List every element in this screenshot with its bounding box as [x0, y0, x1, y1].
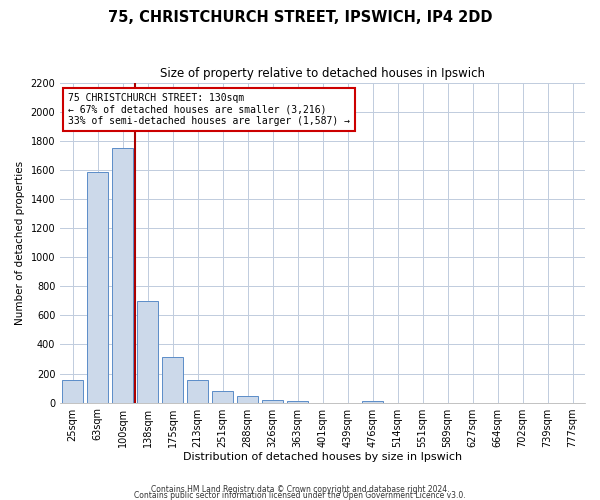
Bar [237, 396, 258, 402]
Text: Contains public sector information licensed under the Open Government Licence v3: Contains public sector information licen… [134, 490, 466, 500]
Title: Size of property relative to detached houses in Ipswich: Size of property relative to detached ho… [160, 68, 485, 80]
Bar [262, 400, 283, 402]
Bar [137, 301, 158, 402]
Bar [87, 172, 108, 402]
Bar [187, 380, 208, 402]
Text: Contains HM Land Registry data © Crown copyright and database right 2024.: Contains HM Land Registry data © Crown c… [151, 484, 449, 494]
Bar [62, 380, 83, 402]
Y-axis label: Number of detached properties: Number of detached properties [15, 161, 25, 325]
Bar [287, 401, 308, 402]
Text: 75, CHRISTCHURCH STREET, IPSWICH, IP4 2DD: 75, CHRISTCHURCH STREET, IPSWICH, IP4 2D… [108, 10, 492, 25]
Bar [362, 401, 383, 402]
Text: 75 CHRISTCHURCH STREET: 130sqm
← 67% of detached houses are smaller (3,216)
33% : 75 CHRISTCHURCH STREET: 130sqm ← 67% of … [68, 92, 350, 126]
Bar [162, 357, 183, 403]
Bar [112, 148, 133, 402]
X-axis label: Distribution of detached houses by size in Ipswich: Distribution of detached houses by size … [183, 452, 462, 462]
Bar [212, 391, 233, 402]
